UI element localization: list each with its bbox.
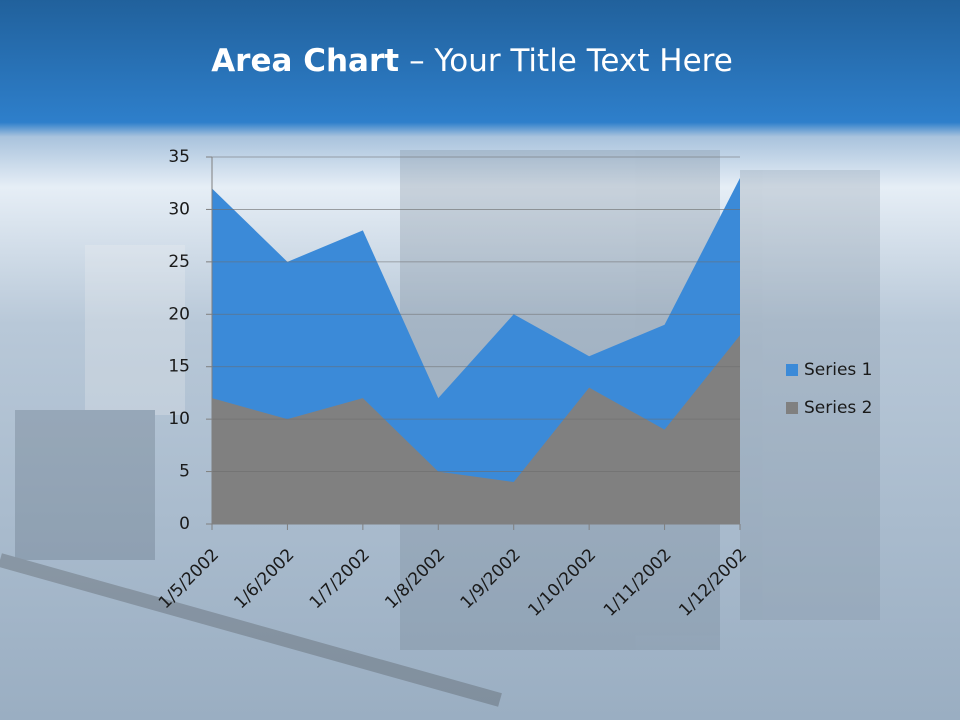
background-structures (0, 150, 880, 707)
title-bold: Area Chart (211, 43, 399, 79)
y-tick-label: 25 (168, 252, 190, 272)
y-tick-label: 30 (168, 199, 190, 219)
chart-title: Area Chart – Your Title Text Here (211, 43, 733, 79)
y-tick-label: 0 (179, 514, 190, 534)
y-tick-label: 5 (179, 462, 190, 482)
y-tick-label: 20 (168, 304, 190, 324)
y-tick-label: 15 (168, 357, 190, 377)
legend-label: Series 2 (804, 398, 873, 418)
y-tick-label: 35 (168, 147, 190, 167)
legend-label: Series 1 (804, 360, 873, 380)
legend-swatch (786, 364, 798, 376)
y-tick-label: 10 (168, 409, 190, 429)
legend-swatch (786, 402, 798, 414)
area (212, 335, 740, 524)
title-rest: – Your Title Text Here (409, 43, 733, 79)
